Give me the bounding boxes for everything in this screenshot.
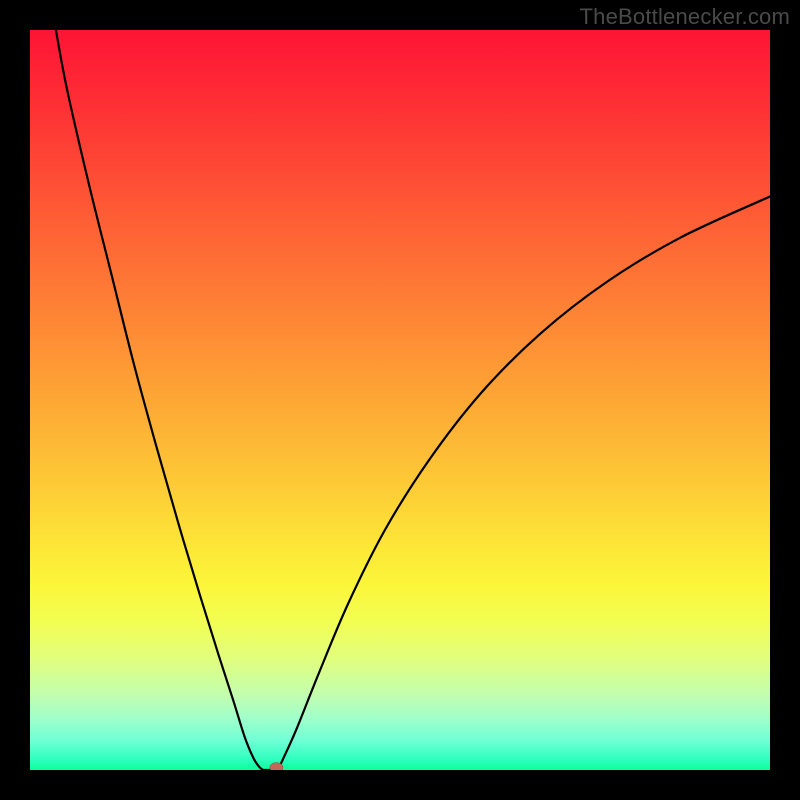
watermark-text: TheBottlenecker.com <box>580 4 790 30</box>
plot-area <box>30 30 770 772</box>
bottleneck-chart <box>0 0 800 800</box>
chart-container: TheBottlenecker.com <box>0 0 800 800</box>
gradient-background <box>30 30 770 770</box>
